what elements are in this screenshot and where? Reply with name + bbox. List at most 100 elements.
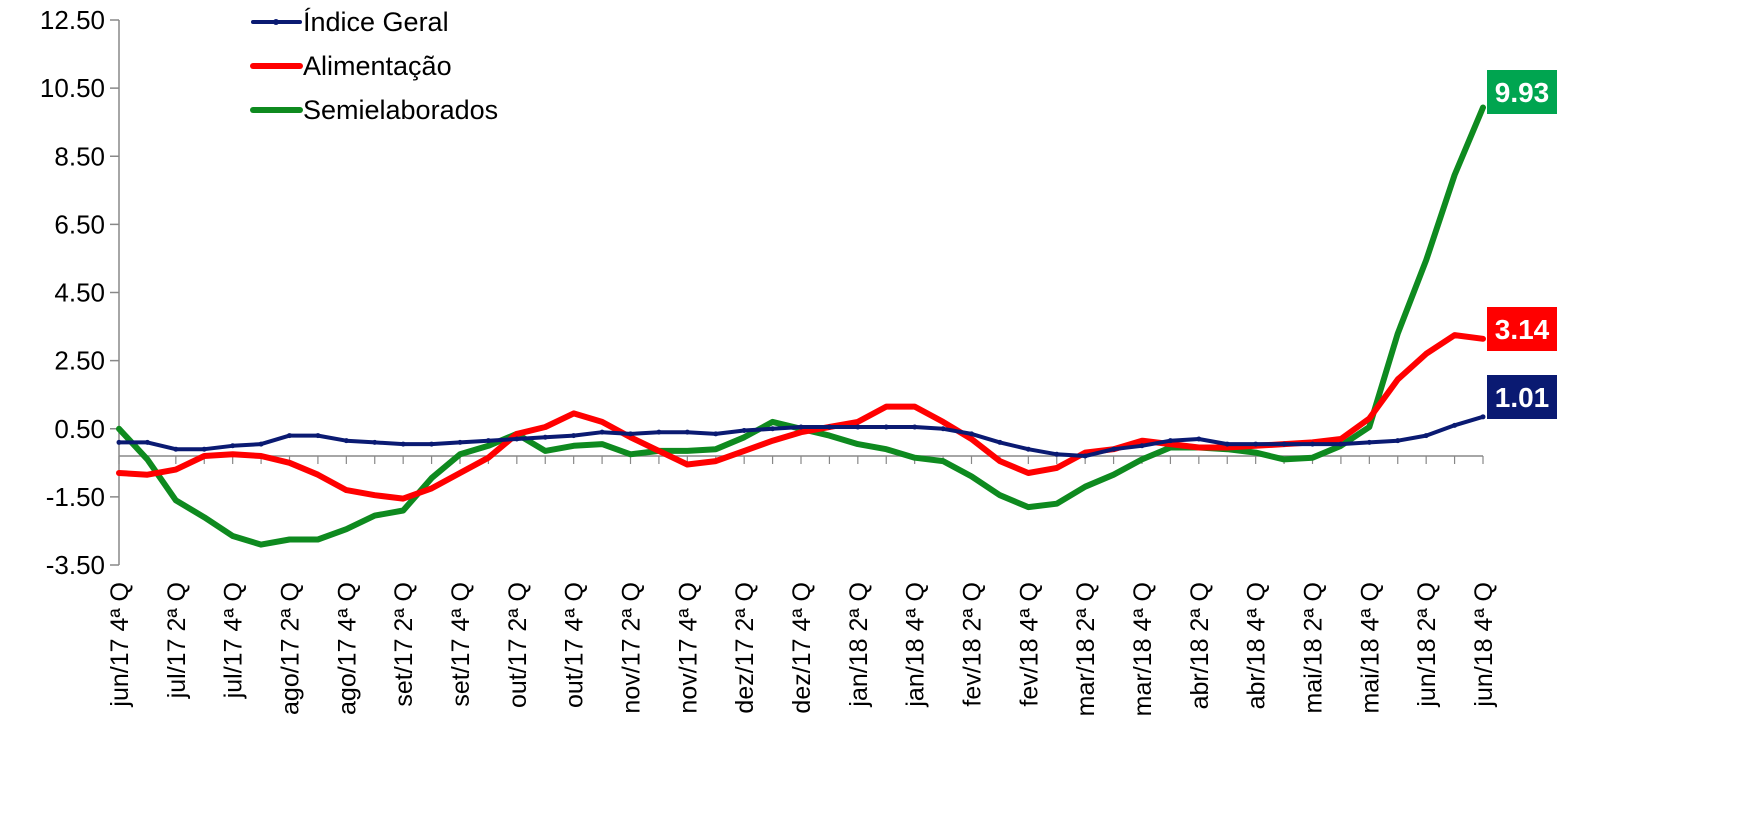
data-point <box>173 446 179 452</box>
x-tick-label: nov/17 4ª Q <box>674 582 702 714</box>
data-point <box>343 438 349 444</box>
x-tick-label: jun/18 2ª Q <box>1413 582 1441 708</box>
data-point <box>1338 441 1344 447</box>
x-tick-label: fev/18 2ª Q <box>959 582 987 707</box>
x-tick-label: abr/18 4ª Q <box>1243 582 1271 709</box>
data-point <box>940 426 946 432</box>
end-labels: 9.93 3.14 1.01 <box>1487 70 1557 419</box>
legend-label: Semielaborados <box>303 95 498 125</box>
data-point <box>1310 441 1315 447</box>
x-tick-label: mai/18 4ª Q <box>1356 582 1384 714</box>
x-tick-label: jul/17 2ª Q <box>163 582 191 699</box>
data-point <box>684 429 690 435</box>
y-tick-label: 4.50 <box>54 278 105 308</box>
end-label-text: 3.14 <box>1495 314 1550 345</box>
data-point <box>969 431 974 437</box>
end-label-text: 1.01 <box>1495 382 1550 413</box>
x-tick-label: out/17 4ª Q <box>561 582 589 708</box>
data-point <box>315 433 321 439</box>
data-point <box>826 424 832 430</box>
data-point <box>1480 414 1486 420</box>
y-tick-label: 8.50 <box>54 141 105 171</box>
x-tick-label: set/17 2ª Q <box>390 582 418 707</box>
data-point <box>1224 441 1230 447</box>
x-tick-label: jul/17 4ª Q <box>220 582 248 699</box>
legend: Índice Geral Alimentação Semielaborados <box>250 7 498 125</box>
legend-label: Índice Geral <box>303 7 449 37</box>
x-tick-label: nov/17 2ª Q <box>618 582 646 714</box>
data-point <box>1253 441 1259 447</box>
y-tick-label: 0.50 <box>54 414 105 444</box>
data-point <box>201 446 207 452</box>
data-point <box>1111 446 1117 452</box>
data-point <box>1082 453 1088 459</box>
data-point <box>713 431 719 437</box>
data-point <box>372 439 378 445</box>
end-label-box <box>1487 70 1557 114</box>
x-tick-label: jan/18 2ª Q <box>845 582 873 708</box>
series-line-1 <box>116 332 1486 502</box>
data-point <box>1366 439 1372 445</box>
y-tick-label: 12.50 <box>40 5 105 35</box>
data-point <box>1395 438 1401 444</box>
data-point <box>1025 446 1031 452</box>
data-point <box>912 424 918 430</box>
y-tick-label: 10.50 <box>40 73 105 103</box>
x-tick-label: ago/17 4ª Q <box>333 582 361 715</box>
y-tick-label: -1.50 <box>46 482 105 512</box>
data-point <box>855 424 861 430</box>
x-tick-label: mar/18 2ª Q <box>1072 582 1100 716</box>
end-label-box <box>1487 307 1557 351</box>
data-point <box>1452 422 1458 428</box>
data-point <box>599 429 605 435</box>
series-layer <box>116 104 1486 548</box>
x-tick-label: mar/18 4ª Q <box>1129 582 1157 716</box>
data-point <box>571 433 577 439</box>
x-axis: jun/17 4ª Q jul/17 2ª Q jul/17 4ª Q ago/17 … <box>106 455 1498 716</box>
x-tick-label: dez/17 2ª Q <box>731 582 759 714</box>
x-tick-label: dez/17 4ª Q <box>788 582 816 714</box>
y-tick-label: 2.50 <box>54 346 105 376</box>
legend-marker <box>273 19 279 25</box>
x-tick-label: mai/18 2ª Q <box>1300 582 1328 714</box>
data-point <box>230 443 236 449</box>
x-tick-label: out/17 2ª Q <box>504 582 532 708</box>
y-axis: 12.50 10.50 8.50 6.50 4.50 2.50 0.50 -1.50 -3.50 <box>40 5 120 580</box>
data-point <box>997 439 1003 445</box>
data-point <box>429 441 435 447</box>
data-point <box>656 429 662 435</box>
data-point <box>116 439 122 445</box>
data-point <box>741 427 747 433</box>
x-tick-label: fev/18 4ª Q <box>1015 582 1043 707</box>
data-point <box>514 436 520 442</box>
data-point <box>883 424 889 430</box>
data-point <box>1281 441 1287 447</box>
data-point <box>287 433 292 439</box>
data-point <box>628 431 633 437</box>
data-point <box>485 438 491 444</box>
data-point <box>400 441 406 447</box>
x-tick-label: ago/17 2ª Q <box>277 582 305 715</box>
series-line-0 <box>117 414 1485 458</box>
data-point <box>1196 436 1202 442</box>
data-point <box>144 439 150 445</box>
y-tick-label: 6.50 <box>54 209 105 239</box>
x-tick-label: jan/18 4ª Q <box>902 582 930 708</box>
data-point <box>770 426 776 432</box>
data-point <box>1167 438 1173 444</box>
end-label-box <box>1487 375 1557 419</box>
data-point <box>1139 443 1145 449</box>
data-point <box>457 439 463 445</box>
x-tick-label: set/17 4ª Q <box>447 582 475 707</box>
data-point <box>258 441 264 447</box>
data-point <box>798 424 804 430</box>
y-tick-label: -3.50 <box>46 550 105 580</box>
end-label-text: 9.93 <box>1495 77 1550 108</box>
x-tick-label: jun/17 4ª Q <box>106 582 134 708</box>
data-point <box>1423 433 1429 439</box>
legend-label: Alimentação <box>303 51 452 81</box>
x-tick-label: abr/18 2ª Q <box>1186 582 1214 709</box>
x-tick-label: jun/18 4ª Q <box>1470 582 1498 708</box>
data-point <box>1054 451 1060 457</box>
